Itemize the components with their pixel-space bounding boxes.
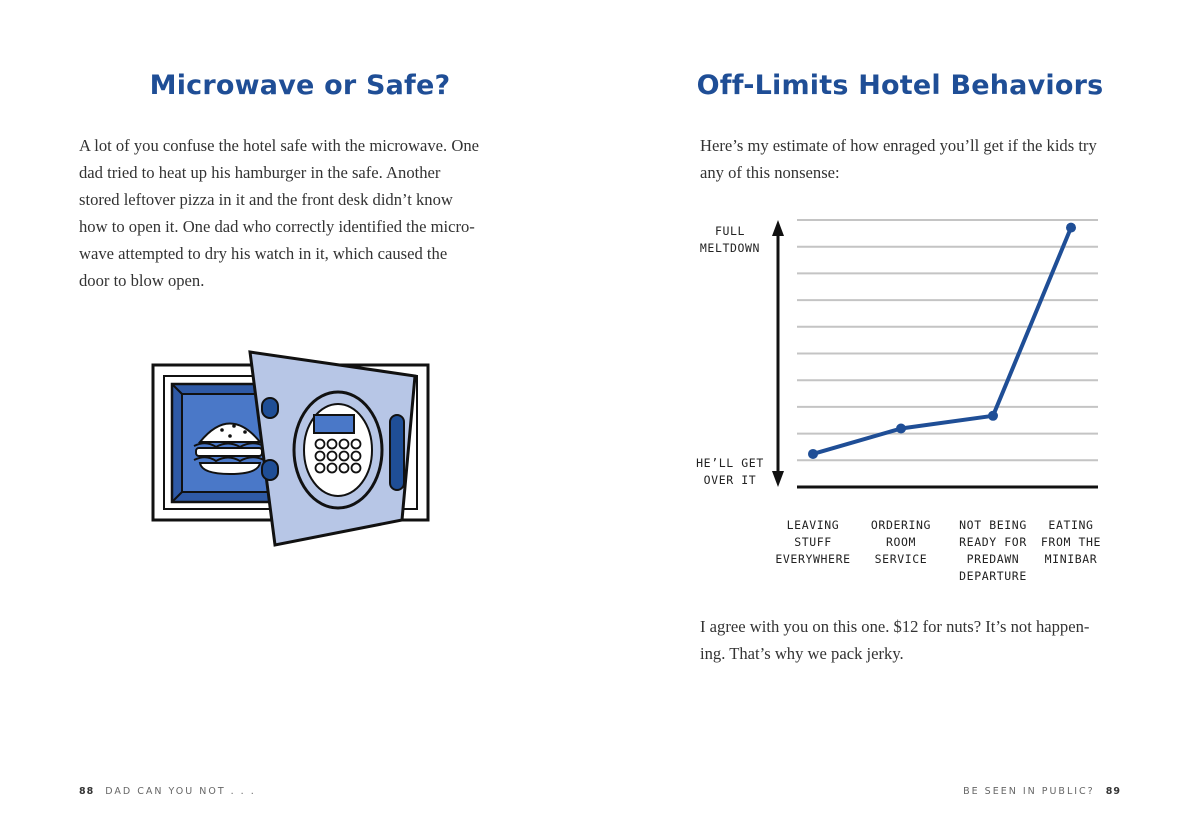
data-point bbox=[988, 410, 998, 421]
page-number: 89 bbox=[1105, 786, 1121, 797]
text-line: how to open it. One dad who correctly id… bbox=[79, 217, 475, 236]
series-line bbox=[811, 225, 1073, 456]
running-head: BE SEEN IN PUBLIC? bbox=[963, 786, 1095, 797]
y-axis-bottom-label: OVER IT bbox=[704, 473, 757, 487]
chart-outro-paragraph: I agree with you on this one. $12 for nu… bbox=[700, 613, 1120, 667]
enragement-line-chart: FULL MELTDOWN HE’LL GET OVER IT LEAVING STUFF… bbox=[696, 219, 1101, 583]
right-page: Off-Limits Hotel Behaviors Here’s my est… bbox=[600, 0, 1200, 840]
page-number: 88 bbox=[79, 786, 95, 797]
x-category-label: DEPARTURE bbox=[959, 569, 1027, 583]
text-line: dad tried to heat up his hamburger in th… bbox=[79, 163, 441, 182]
x-category-label: LEAVING bbox=[787, 518, 840, 532]
y-axis-top-label: MELTDOWN bbox=[700, 241, 760, 255]
page-footer-left: 88 DAD CAN YOU NOT . . . bbox=[79, 786, 262, 797]
x-category-label: NOT BEING bbox=[959, 518, 1027, 532]
x-category-label: EATING bbox=[1048, 518, 1093, 532]
x-category-label: ROOM bbox=[886, 535, 916, 549]
x-category-label: PREDAWN bbox=[967, 552, 1020, 566]
x-category-label: MINIBAR bbox=[1045, 552, 1098, 566]
text-line: ing. That’s why we pack jerky. bbox=[700, 644, 904, 663]
x-category-label: STUFF bbox=[794, 535, 832, 549]
text-line: I agree with you on this one. $12 for nu… bbox=[700, 617, 1090, 636]
text-line: door to blow open. bbox=[79, 271, 205, 290]
data-point bbox=[1066, 222, 1076, 233]
text-line: any of this nonsense: bbox=[700, 163, 840, 182]
text-line: A lot of you confuse the hotel safe with… bbox=[79, 136, 479, 155]
data-point bbox=[808, 448, 818, 459]
x-category-label: SERVICE bbox=[875, 552, 928, 566]
x-category-label: ORDERING bbox=[871, 518, 931, 532]
page-title-left: Microwave or Safe? bbox=[149, 70, 451, 101]
y-axis-bottom-label: HE’LL GET bbox=[696, 456, 764, 470]
x-category-label: READY FOR bbox=[959, 535, 1027, 549]
running-head: DAD CAN YOU NOT . . . bbox=[105, 786, 256, 797]
text-line: wave attempted to dry his watch in it, w… bbox=[79, 244, 448, 263]
arrow-down-icon bbox=[772, 471, 784, 487]
data-point bbox=[896, 423, 906, 434]
x-category-label: EVERYWHERE bbox=[775, 552, 850, 566]
page-title-right: Off-Limits Hotel Behaviors bbox=[696, 70, 1104, 101]
text-line: Here’s my estimate of how enraged you’ll… bbox=[700, 136, 1097, 155]
page-footer-right: BE SEEN IN PUBLIC? 89 bbox=[957, 786, 1121, 797]
x-category-label: FROM THE bbox=[1041, 535, 1101, 549]
chart-intro-paragraph: Here’s my estimate of how enraged you’ll… bbox=[700, 132, 1120, 186]
hotel-safe-with-hamburger-icon bbox=[151, 350, 430, 547]
left-page: Microwave or Safe? A lot of you confuse … bbox=[79, 70, 509, 797]
text-line: stored leftover pizza in it and the fron… bbox=[79, 190, 453, 209]
y-axis-top-label: FULL bbox=[715, 224, 745, 238]
arrow-up-icon bbox=[772, 220, 784, 236]
left-body-paragraph: A lot of you confuse the hotel safe with… bbox=[79, 132, 509, 294]
